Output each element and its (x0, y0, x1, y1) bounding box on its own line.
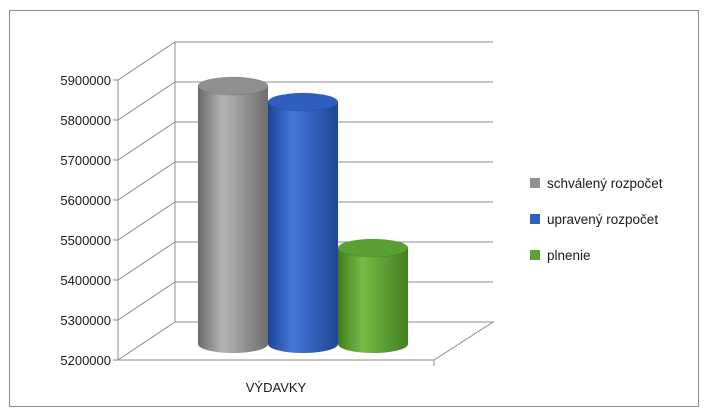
gridlines (117, 41, 493, 323)
gridline (117, 81, 493, 121)
gridline (117, 201, 493, 241)
gridline (117, 161, 493, 201)
legend-label: upravený rozpočet (547, 212, 658, 227)
bar-body (198, 86, 268, 354)
y-tick-label: 5700000 (60, 153, 111, 168)
bar-body (268, 102, 338, 354)
chart-floor (116, 321, 495, 366)
y-tick-label: 5800000 (60, 113, 111, 128)
legend-label: schválený rozpočet (547, 176, 663, 191)
bars (197, 76, 409, 354)
bar-top (267, 92, 339, 112)
legend-swatch (530, 178, 540, 188)
gridline (117, 41, 493, 81)
y-tick-label: 5900000 (60, 73, 111, 88)
y-tick-label: 5600000 (60, 193, 111, 208)
gridline (117, 121, 493, 161)
bar-upravený-rozpočet (267, 92, 339, 354)
bar-schválený-rozpočet (197, 76, 269, 354)
legend-label: plnenie (547, 248, 591, 263)
legend-swatch (530, 250, 540, 260)
y-tick-label: 5200000 (60, 353, 111, 368)
bar-top (337, 238, 409, 258)
y-tick-label: 5500000 (60, 233, 111, 248)
floor-outline (116, 321, 495, 361)
chart-walls (117, 42, 176, 360)
bar-body (338, 248, 408, 354)
category-label: VÝDAVKY (246, 380, 307, 395)
y-tick-label: 5300000 (60, 313, 111, 328)
legend: schválený rozpočet upravený rozpočet plnen… (530, 176, 663, 263)
bar-plnenie (337, 238, 409, 354)
y-axis: 5200000 5300000 5400000 5500000 5600000 57000… (60, 73, 118, 368)
bar-top (197, 76, 269, 96)
y-tick-label: 5400000 (60, 273, 111, 288)
legend-swatch (530, 214, 540, 224)
